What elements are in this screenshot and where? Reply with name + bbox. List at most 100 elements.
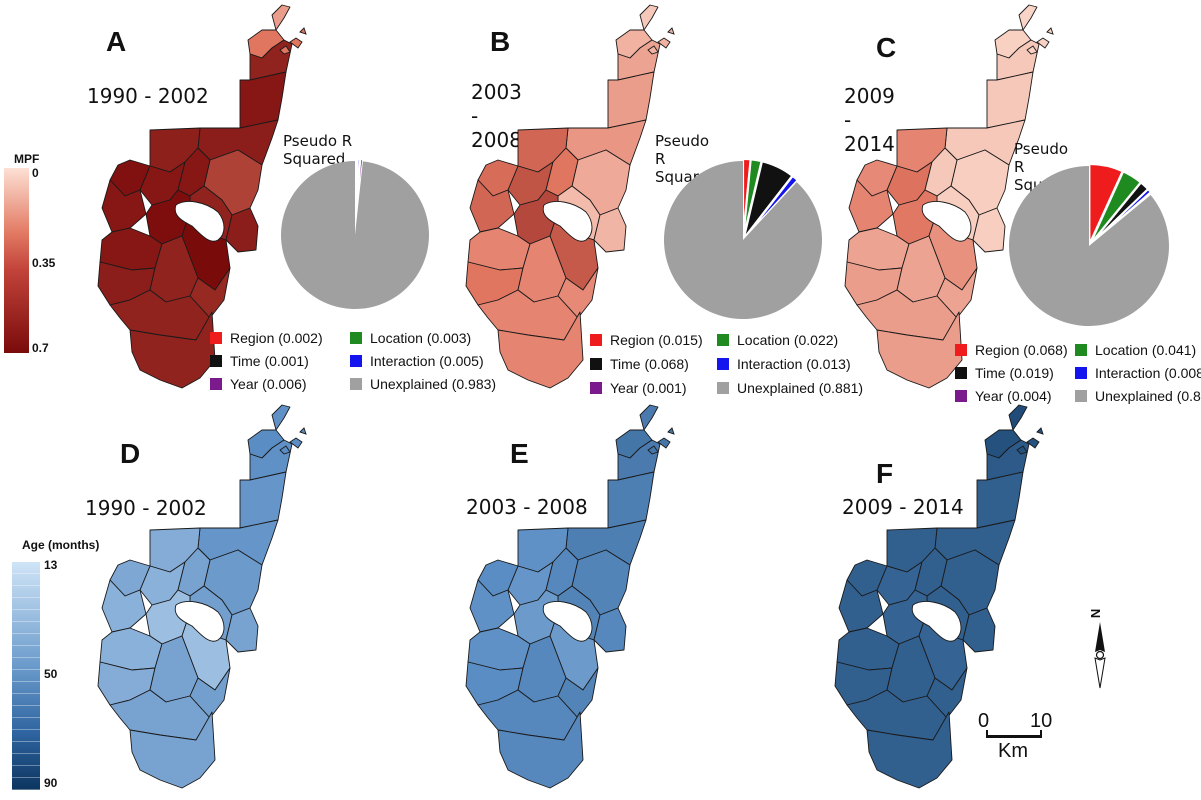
region-map — [97, 4, 307, 389]
pie-slice-year — [1089, 190, 1154, 246]
island — [299, 27, 307, 35]
legend-item-year: Year (0.001) — [590, 380, 687, 396]
map-region-13 — [469, 179, 515, 233]
region-map — [834, 404, 1044, 789]
pie-legend-a: Region (0.002) Location (0.003) Time (0.… — [210, 330, 510, 400]
bay-water — [174, 601, 225, 642]
legend-label: Year (0.001) — [610, 380, 687, 396]
island — [279, 45, 291, 55]
scale-tick — [1040, 730, 1042, 738]
legend-item-year: Year (0.004) — [955, 388, 1052, 404]
island — [289, 437, 303, 449]
swatch-icon — [717, 382, 729, 394]
legend-label: Time (0.068) — [610, 356, 689, 372]
scale-bar: 0 10 Km — [978, 710, 1068, 770]
panel-letter: E — [510, 438, 529, 469]
island — [1026, 437, 1040, 449]
map-region-13 — [848, 179, 894, 233]
scale-left-label: 0 — [978, 710, 990, 732]
legend-item-location: Location (0.022) — [717, 332, 838, 348]
region-map — [465, 4, 675, 389]
map-region-4 — [986, 71, 1034, 129]
legend-label: Unexplained (0.881) — [737, 380, 864, 396]
swatch-icon — [350, 378, 362, 390]
age-tick: 90 — [44, 776, 58, 790]
legend-label: Interaction (0.008) — [1095, 365, 1201, 381]
panel-letter: F — [876, 458, 894, 489]
swatch-icon — [717, 358, 729, 370]
panel-b: B 2003 - 2008 Pseudo R Squared — [0, 0, 822, 389]
bay-water — [921, 201, 972, 242]
legend-item-location: Location (0.003) — [350, 330, 471, 346]
legend-item-interaction: Interaction (0.013) — [717, 356, 851, 372]
swatch-icon — [590, 334, 602, 346]
swatch-icon — [1075, 390, 1087, 402]
panel-c: C 2009 - 2014 Pseudo R Squared — [0, 0, 1169, 389]
island — [667, 427, 675, 435]
panel-a: A 1990 - 2002 Pseudo R Squared — [0, 0, 429, 400]
legend-label: Year (0.006) — [230, 376, 307, 392]
pie-slice-year — [743, 178, 800, 240]
scale-unit: Km — [998, 740, 1028, 762]
legend-item-unexplained: Unexplained (0.881) — [717, 380, 863, 396]
period-label: 2009 - 2014 — [844, 84, 895, 156]
panel-letter: D — [120, 438, 141, 469]
legend-label: Location (0.022) — [737, 332, 839, 348]
swatch-icon — [350, 355, 362, 367]
pie-chart — [281, 157, 429, 309]
age-gradient — [12, 562, 40, 790]
legend-label: Region (0.068) — [975, 342, 1068, 358]
age-scale-title: Age (months) — [22, 538, 100, 552]
map-region-13 — [838, 579, 884, 633]
island — [1016, 445, 1028, 455]
legend-item-region: Region (0.015) — [590, 332, 703, 348]
region-map — [465, 404, 675, 789]
map-region-21 — [866, 711, 953, 789]
swatch-icon — [210, 355, 222, 367]
north-arrow-icon — [1094, 622, 1106, 689]
legend-label: Unexplained (0.983) — [370, 376, 497, 392]
swatch-icon — [590, 358, 602, 370]
scale-line — [986, 735, 1042, 738]
legend-item-region: Region (0.068) — [955, 342, 1068, 358]
island — [657, 37, 671, 49]
island — [289, 37, 303, 49]
legend-item-region: Region (0.002) — [210, 330, 323, 346]
island — [667, 27, 675, 35]
map-region-1 — [639, 4, 659, 31]
north-arrow: N — [1085, 600, 1115, 690]
region-map — [844, 4, 1054, 389]
pie-legend-b: Region (0.015) Location (0.022) Time (0.… — [590, 332, 890, 402]
legend-item-interaction: Interaction (0.008) — [1075, 365, 1201, 381]
map-region-4 — [976, 471, 1024, 529]
mpf-tick: 0.7 — [32, 341, 49, 355]
pie-slice-unexplained — [281, 161, 429, 309]
map-region-21 — [497, 711, 584, 789]
legend-item-unexplained: Unexplained (0.983) — [350, 376, 496, 392]
bay-water — [542, 201, 593, 242]
mpf-scale-title: MPF — [14, 152, 40, 166]
mpf-gradient — [4, 168, 29, 353]
legend-label: Time (0.001) — [230, 353, 309, 369]
swatch-icon — [717, 334, 729, 346]
pie-slice-unexplained — [664, 161, 822, 319]
north-letter: N — [1088, 608, 1104, 619]
legend-label: Year (0.004) — [975, 388, 1052, 404]
island — [647, 445, 659, 455]
age-tick: 50 — [44, 667, 58, 681]
swatch-icon — [350, 332, 362, 344]
bay-water — [911, 601, 962, 642]
period-label: 1990 - 2002 — [85, 496, 207, 520]
swatch-icon — [1075, 344, 1087, 356]
pie-title: Pseudo R Squared — [283, 132, 353, 168]
legend-label: Interaction (0.013) — [737, 356, 851, 372]
map-region-21 — [876, 311, 963, 389]
island — [647, 45, 659, 55]
swatch-icon — [955, 344, 967, 356]
pie-slice-year — [354, 158, 365, 234]
swatch-icon — [210, 332, 222, 344]
swatch-icon — [590, 382, 602, 394]
legend-label: Time (0.019) — [975, 365, 1054, 381]
map-region-13 — [101, 179, 147, 233]
map-region-1 — [1018, 4, 1038, 31]
